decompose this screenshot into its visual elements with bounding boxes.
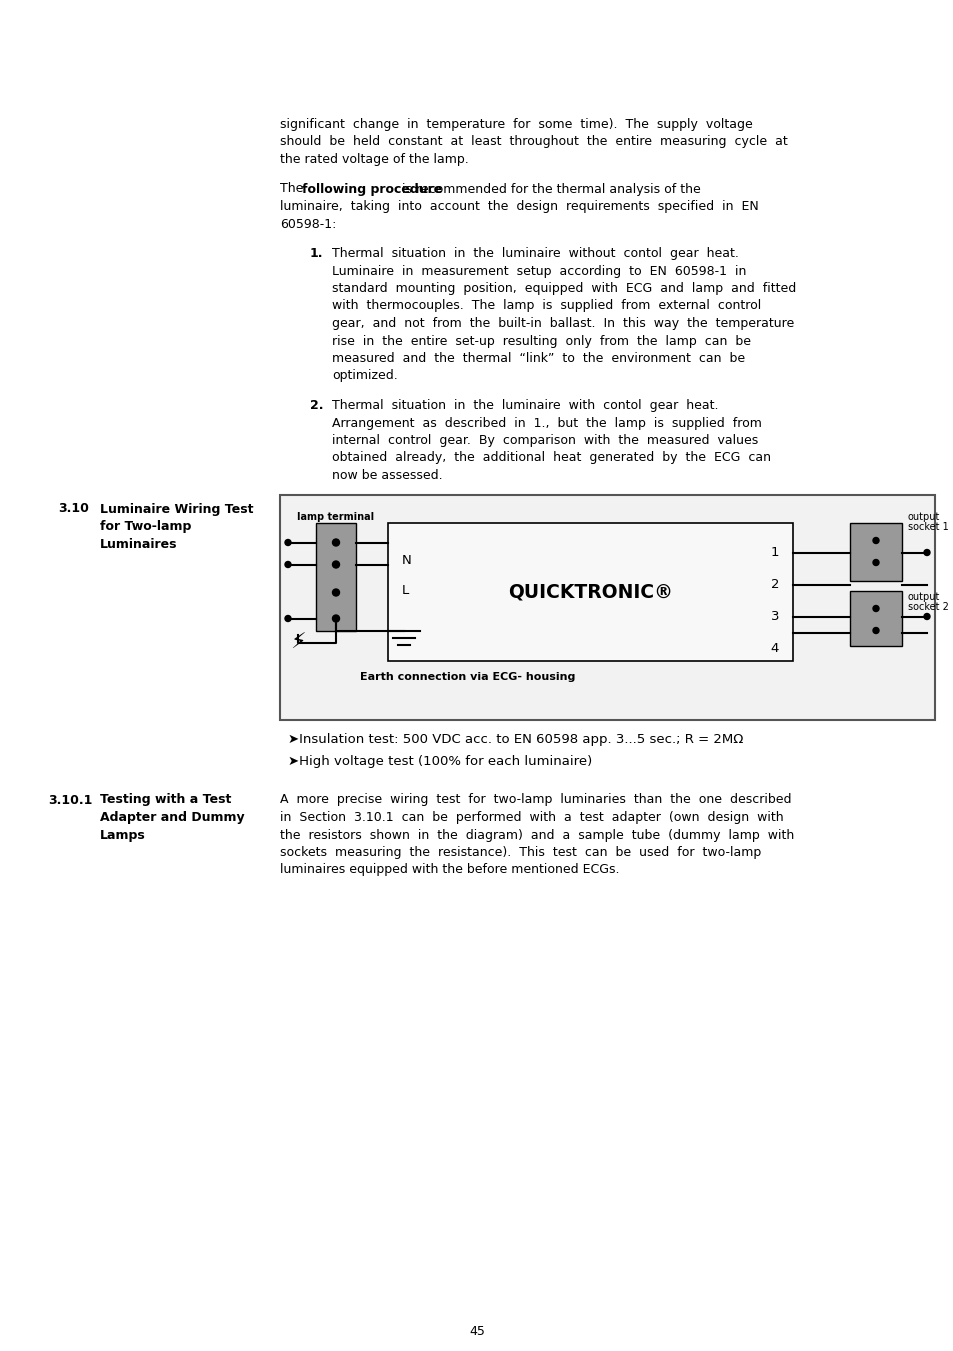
Text: for Two-lamp: for Two-lamp: [100, 520, 192, 534]
Text: gear,  and  not  from  the  built-in  ballast.  In  this  way  the  temperature: gear, and not from the built-in ballast.…: [332, 317, 794, 330]
Text: 1: 1: [770, 546, 779, 559]
Text: now be assessed.: now be assessed.: [332, 469, 442, 482]
Text: Thermal  situation  in  the  luminaire  with  contol  gear  heat.: Thermal situation in the luminaire with …: [332, 399, 718, 412]
Text: following procedure: following procedure: [302, 182, 442, 196]
Bar: [315, 523, 355, 631]
Text: optimized.: optimized.: [332, 370, 397, 382]
Text: socket 1: socket 1: [907, 521, 947, 531]
Text: measured  and  the  thermal  “link”  to  the  environment  can  be: measured and the thermal “link” to the e…: [332, 353, 744, 365]
Circle shape: [872, 538, 878, 543]
Circle shape: [872, 605, 878, 612]
Circle shape: [872, 559, 878, 566]
Text: Lamps: Lamps: [100, 828, 146, 842]
Text: socket 2: socket 2: [907, 601, 948, 612]
Text: 1.: 1.: [310, 247, 323, 259]
Text: significant  change  in  temperature  for  some  time).  The  supply  voltage: significant change in temperature for so…: [280, 118, 752, 131]
Text: 60598-1:: 60598-1:: [280, 218, 336, 231]
Bar: [280, 494, 934, 720]
Text: is recommended for the thermal analysis of the: is recommended for the thermal analysis …: [397, 182, 700, 196]
Text: 3.10: 3.10: [58, 503, 89, 516]
Text: QUICKTRONIC®: QUICKTRONIC®: [507, 582, 672, 601]
Text: luminaire,  taking  into  account  the  design  requirements  specified  in  EN: luminaire, taking into account the desig…: [280, 200, 758, 213]
Circle shape: [333, 561, 339, 567]
Text: should  be  held  constant  at  least  throughout  the  entire  measuring  cycle: should be held constant at least through…: [280, 135, 787, 149]
Text: internal  control  gear.  By  comparison  with  the  measured  values: internal control gear. By comparison wit…: [332, 434, 758, 447]
Text: Earth connection via ECG- housing: Earth connection via ECG- housing: [359, 673, 575, 682]
Circle shape: [333, 615, 339, 621]
Text: 3: 3: [770, 611, 779, 623]
Text: the  resistors  shown  in  the  diagram)  and  a  sample  tube  (dummy  lamp  wi: the resistors shown in the diagram) and …: [280, 828, 794, 842]
Circle shape: [923, 550, 929, 555]
Text: L: L: [401, 584, 409, 597]
Text: Thermal  situation  in  the  luminaire  without  contol  gear  heat.: Thermal situation in the luminaire witho…: [332, 247, 739, 259]
Text: obtained  already,  the  additional  heat  generated  by  the  ECG  can: obtained already, the additional heat ge…: [332, 451, 770, 465]
Text: lamp terminal: lamp terminal: [297, 512, 375, 523]
Circle shape: [923, 613, 929, 620]
Text: 2.: 2.: [310, 399, 323, 412]
Text: A  more  precise  wiring  test  for  two-lamp  luminaries  than  the  one  descr: A more precise wiring test for two-lamp …: [280, 793, 791, 807]
Text: output: output: [907, 512, 940, 523]
Text: ➤Insulation test: 500 VDC acc. to EN 60598 app. 3...5 sec.; R = 2MΩ: ➤Insulation test: 500 VDC acc. to EN 605…: [288, 734, 742, 747]
Text: with  thermocouples.  The  lamp  is  supplied  from  external  control: with thermocouples. The lamp is supplied…: [332, 300, 760, 312]
Text: N: N: [401, 554, 412, 567]
Bar: [388, 523, 792, 661]
Circle shape: [872, 627, 878, 634]
Text: ➤High voltage test (100% for each luminaire): ➤High voltage test (100% for each lumina…: [288, 755, 592, 769]
Text: 3.10.1: 3.10.1: [48, 793, 92, 807]
Text: standard  mounting  position,  equipped  with  ECG  and  lamp  and  fitted: standard mounting position, equipped wit…: [332, 282, 796, 295]
Text: Luminaire  in  measurement  setup  according  to  EN  60598-1  in: Luminaire in measurement setup according…: [332, 265, 745, 277]
Text: 45: 45: [469, 1325, 484, 1337]
Circle shape: [285, 616, 291, 621]
Text: sockets  measuring  the  resistance).  This  test  can  be  used  for  two-lamp: sockets measuring the resistance). This …: [280, 846, 760, 859]
Circle shape: [285, 539, 291, 546]
Text: Luminaire Wiring Test: Luminaire Wiring Test: [100, 503, 253, 516]
Bar: [849, 523, 901, 581]
Text: the rated voltage of the lamp.: the rated voltage of the lamp.: [280, 153, 468, 166]
Text: Testing with a Test: Testing with a Test: [100, 793, 232, 807]
Text: Adapter and Dummy: Adapter and Dummy: [100, 811, 244, 824]
Text: 4: 4: [770, 642, 779, 655]
Text: output: output: [907, 593, 940, 603]
Text: rise  in  the  entire  set-up  resulting  only  from  the  lamp  can  be: rise in the entire set-up resulting only…: [332, 335, 750, 347]
Text: ⚡: ⚡: [290, 632, 306, 653]
Text: luminaires equipped with the before mentioned ECGs.: luminaires equipped with the before ment…: [280, 863, 618, 877]
Text: Luminaires: Luminaires: [100, 538, 177, 550]
Circle shape: [285, 562, 291, 567]
Text: 2: 2: [770, 578, 779, 590]
Circle shape: [333, 539, 339, 546]
Circle shape: [333, 589, 339, 596]
Text: Arrangement  as  described  in  1.,  but  the  lamp  is  supplied  from: Arrangement as described in 1., but the …: [332, 416, 761, 430]
Text: in  Section  3.10.1  can  be  performed  with  a  test  adapter  (own  design  w: in Section 3.10.1 can be performed with …: [280, 811, 782, 824]
Text: The: The: [280, 182, 307, 196]
Bar: [849, 590, 901, 646]
